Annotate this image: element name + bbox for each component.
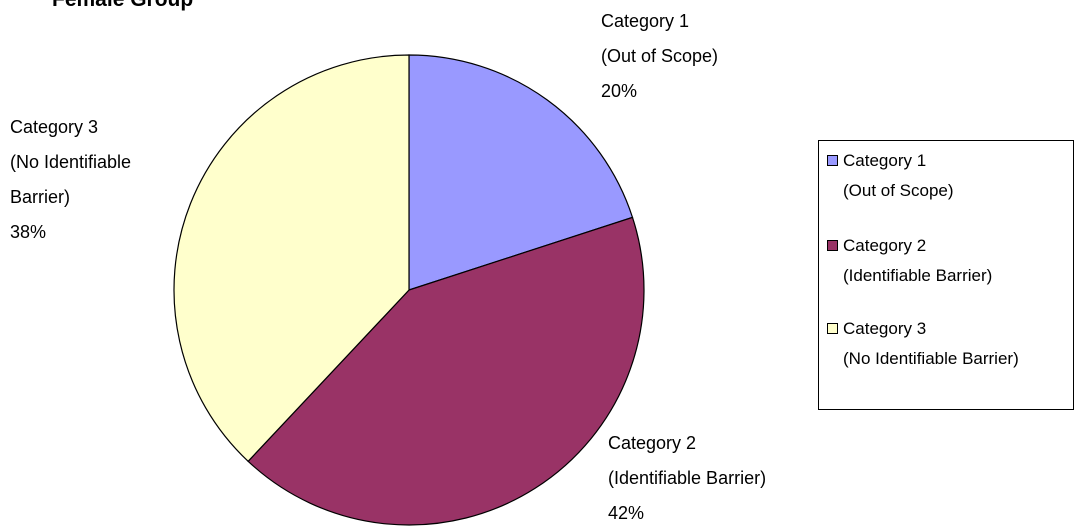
legend-label: Category 1 (Out of Scope)	[843, 151, 954, 200]
data-label-name: Category 3 (No Identifiable Barrier)	[10, 117, 132, 207]
legend-swatch	[827, 155, 838, 166]
data-label-name: Category 2 (Identifiable Barrier)	[608, 433, 767, 488]
pie-slice	[408, 54, 634, 291]
pie-slice	[173, 54, 410, 463]
legend-label: Category 3 (No Identifiable Barrier)	[843, 319, 1019, 368]
data-label: Category 1 (Out of Scope) 20%	[601, 4, 801, 109]
legend: Category 1 (Out of Scope) Category 2 (Ide…	[818, 140, 1074, 410]
data-label: Category 2 (Identifiable Barrier) 42%	[608, 426, 848, 526]
legend-swatch	[827, 323, 838, 334]
data-label: Category 3 (No Identifiable Barrier) 38%	[10, 110, 188, 250]
data-label-name: Category 1 (Out of Scope)	[601, 11, 719, 66]
pie-slice	[247, 216, 645, 526]
chart-title: Female Group	[52, 0, 193, 12]
data-label-value: 20%	[601, 81, 638, 101]
legend-swatch	[827, 240, 838, 251]
data-label-value: 42%	[608, 503, 645, 523]
data-label-value: 38%	[10, 222, 47, 242]
legend-label: Category 2 (Identifiable Barrier)	[843, 236, 993, 285]
